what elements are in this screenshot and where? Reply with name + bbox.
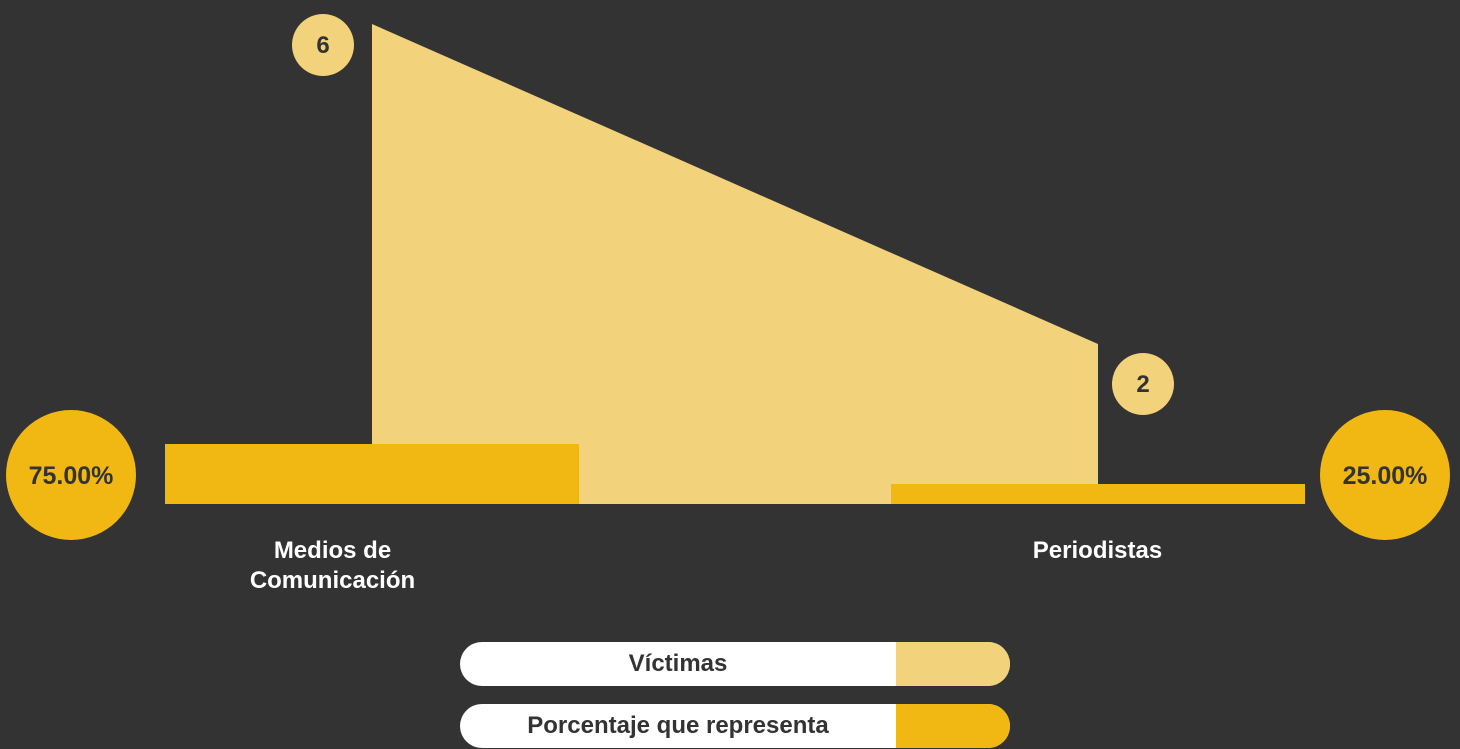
porcentaje-value-label-1: 25.00% [1343,462,1428,490]
category-label-periodistas: Periodistas [1032,537,1163,564]
porcentaje-value-label-0: 75.00% [29,462,114,490]
legend-label-victimas: Víctimas [628,650,728,677]
porcentaje-badge-0 [6,410,136,540]
category-label-medios: Medios de Comunicación [249,537,416,594]
legend-item-victimas: Víctimas [460,642,1010,686]
victimas-badge-0 [292,14,354,76]
legend-label-porcentaje: Porcentaje que representa [527,712,829,739]
victimas-value-label-1: 2 [1136,371,1149,398]
porcentaje-bar-1 [891,484,1305,504]
porcentaje-badge-1 [1320,410,1450,540]
legend-item-porcentaje: Porcentaje que representa [460,704,1010,748]
victimas-badge-1 [1112,353,1174,415]
legend-swatch-porcentaje [896,704,1010,748]
victimas-area [372,24,1098,504]
victimas-value-label-0: 6 [316,32,329,59]
legend-swatch-victimas [896,642,1010,686]
porcentaje-bar-0 [165,444,579,504]
